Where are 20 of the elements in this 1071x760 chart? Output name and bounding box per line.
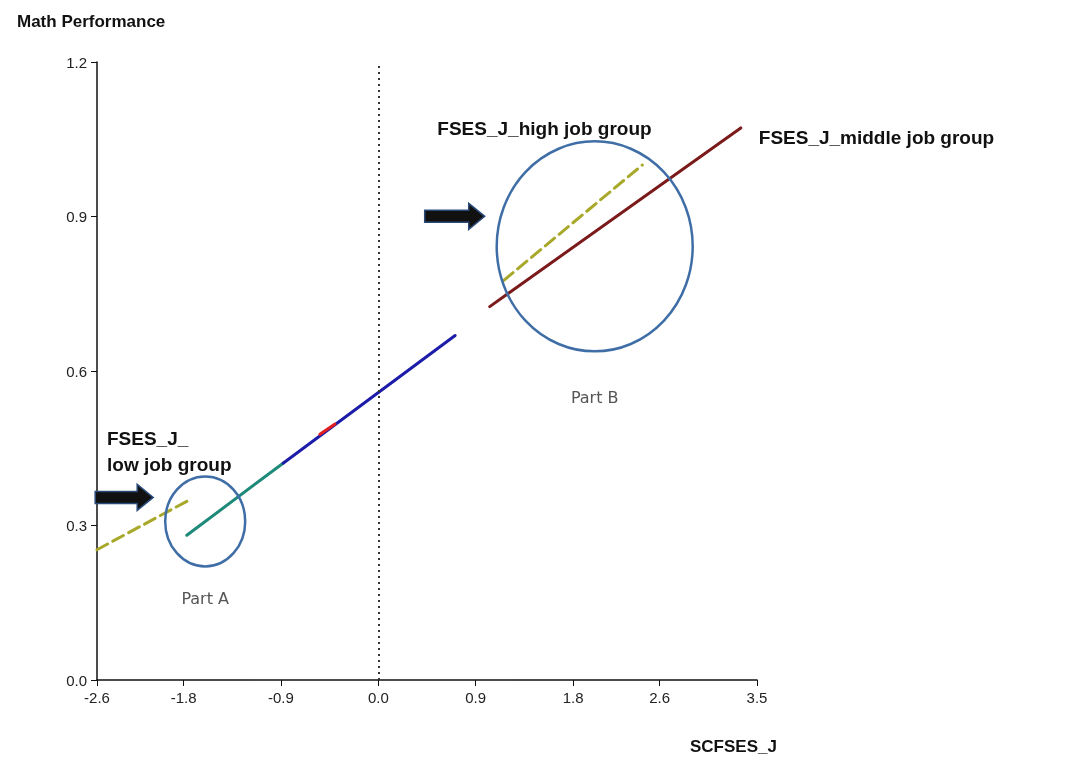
x-tick-label: 2.6: [649, 689, 671, 706]
x-tick-label: -0.9: [268, 689, 294, 706]
text: FSES_J_ low job group: [107, 428, 232, 476]
y-tick-label: 0.3: [66, 517, 87, 534]
x-tick-label: -2.6: [84, 689, 110, 706]
x-tick-label: -1.8: [170, 689, 197, 706]
series-label: FSES_J_high job group: [437, 117, 652, 139]
x-tick-label: 1.8: [562, 689, 584, 706]
x-tick-label: 0.0: [367, 689, 389, 706]
x-tick-label: 3.5: [746, 689, 768, 706]
y-tick-label: 0.0: [66, 671, 87, 689]
y-tick-label: 1.2: [66, 53, 87, 71]
series-label: FSES_J_middle job group: [758, 127, 995, 149]
annotation: Part A: [181, 589, 230, 609]
annotation: Part B: [570, 388, 619, 408]
x-tick-label: 0.9: [465, 689, 487, 706]
y-tick-label: 0.9: [66, 208, 87, 225]
y-tick-label: 0.6: [66, 362, 87, 380]
x-axis-title: SCFSES_J: [690, 737, 777, 756]
y-axis-title: Math Performance: [17, 12, 166, 31]
